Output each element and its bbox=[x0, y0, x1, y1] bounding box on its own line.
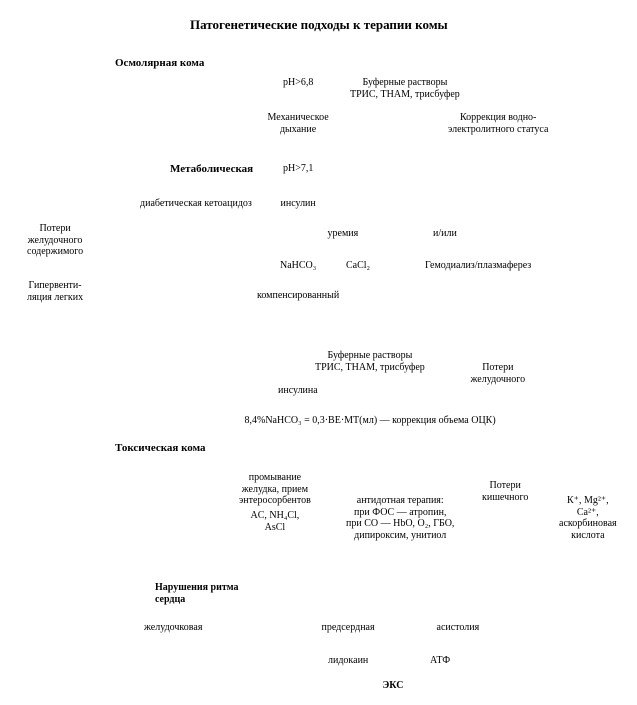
node-compsost: компенсированный bbox=[257, 290, 339, 302]
node-mechdyh: Механическое дыхание bbox=[268, 112, 329, 135]
node-ph71: pH>7,1 bbox=[283, 163, 313, 175]
node-buf1: Буферные растворы ТРИС, ТНАМ, трисбуфер bbox=[350, 77, 460, 100]
node-ventr: желудочковая bbox=[144, 622, 202, 634]
node-ph68: pH>6,8 bbox=[283, 77, 313, 89]
node-left1: Потери желудочного содержимого bbox=[27, 223, 83, 258]
node-atp: АТФ bbox=[430, 655, 450, 667]
node-predserd: предсердная bbox=[322, 622, 375, 634]
node-asist: асистолия bbox=[437, 622, 480, 634]
node-cacl2: CaCl₂ bbox=[346, 260, 370, 272]
node-toks: Токсическая кома bbox=[115, 442, 206, 455]
node-diab: диабетическая кетоацидоз bbox=[140, 198, 252, 210]
node-promyv: промывание желудка, прием энтеросорбенто… bbox=[239, 472, 311, 507]
node-iv: и/или bbox=[433, 228, 457, 240]
node-rightcol: К⁺, Mg²⁺, Ca²⁺, аскорбиновая кислота bbox=[559, 495, 617, 541]
node-antidot: антидотная терапия: при ФОС — атропин, п… bbox=[346, 495, 454, 541]
node-title: Патогенетические подходы к терапии комы bbox=[190, 18, 448, 33]
node-acnhcl: AC, NH₄Cl, AsCl bbox=[251, 510, 300, 533]
node-lido: лидокаин bbox=[328, 655, 368, 667]
node-hco3: NaHCO₃ bbox=[280, 260, 316, 272]
node-osm-koma: Осмолярная кома bbox=[115, 57, 204, 70]
node-left2: Гипервенти- ляция легких bbox=[27, 280, 83, 303]
node-gemo2: Гемодиализ/плазмаферез bbox=[425, 260, 531, 272]
node-eks: ЭКС bbox=[383, 680, 404, 692]
node-uremia: уремия bbox=[328, 228, 359, 240]
node-formula: 8,4%NaHCO₃ = 0,3·ВЕ·МТ(мл) — коррекция о… bbox=[245, 415, 496, 427]
node-narush: Нарушения ритма сердца bbox=[155, 582, 239, 605]
node-poteri: Потери желудочного bbox=[471, 362, 526, 385]
node-metabol: Метаболическая bbox=[170, 163, 253, 176]
node-potkish: Потери кишечного bbox=[482, 480, 528, 503]
node-insul2: инсулина bbox=[278, 385, 318, 397]
node-buf2: Буферные растворы ТРИС, ТНАМ, трисбуфер bbox=[315, 350, 425, 373]
node-korr-stat: Коррекция водно- электролитного статуса bbox=[448, 112, 548, 135]
node-insulin: инсулин bbox=[281, 198, 316, 210]
diagram-canvas: { "diagram": { "type": "flowchart", "bac… bbox=[0, 0, 637, 705]
